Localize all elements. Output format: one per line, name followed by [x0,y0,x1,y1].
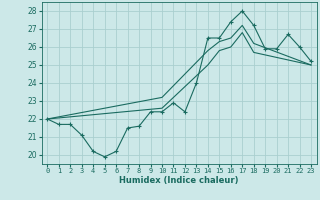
X-axis label: Humidex (Indice chaleur): Humidex (Indice chaleur) [119,176,239,185]
